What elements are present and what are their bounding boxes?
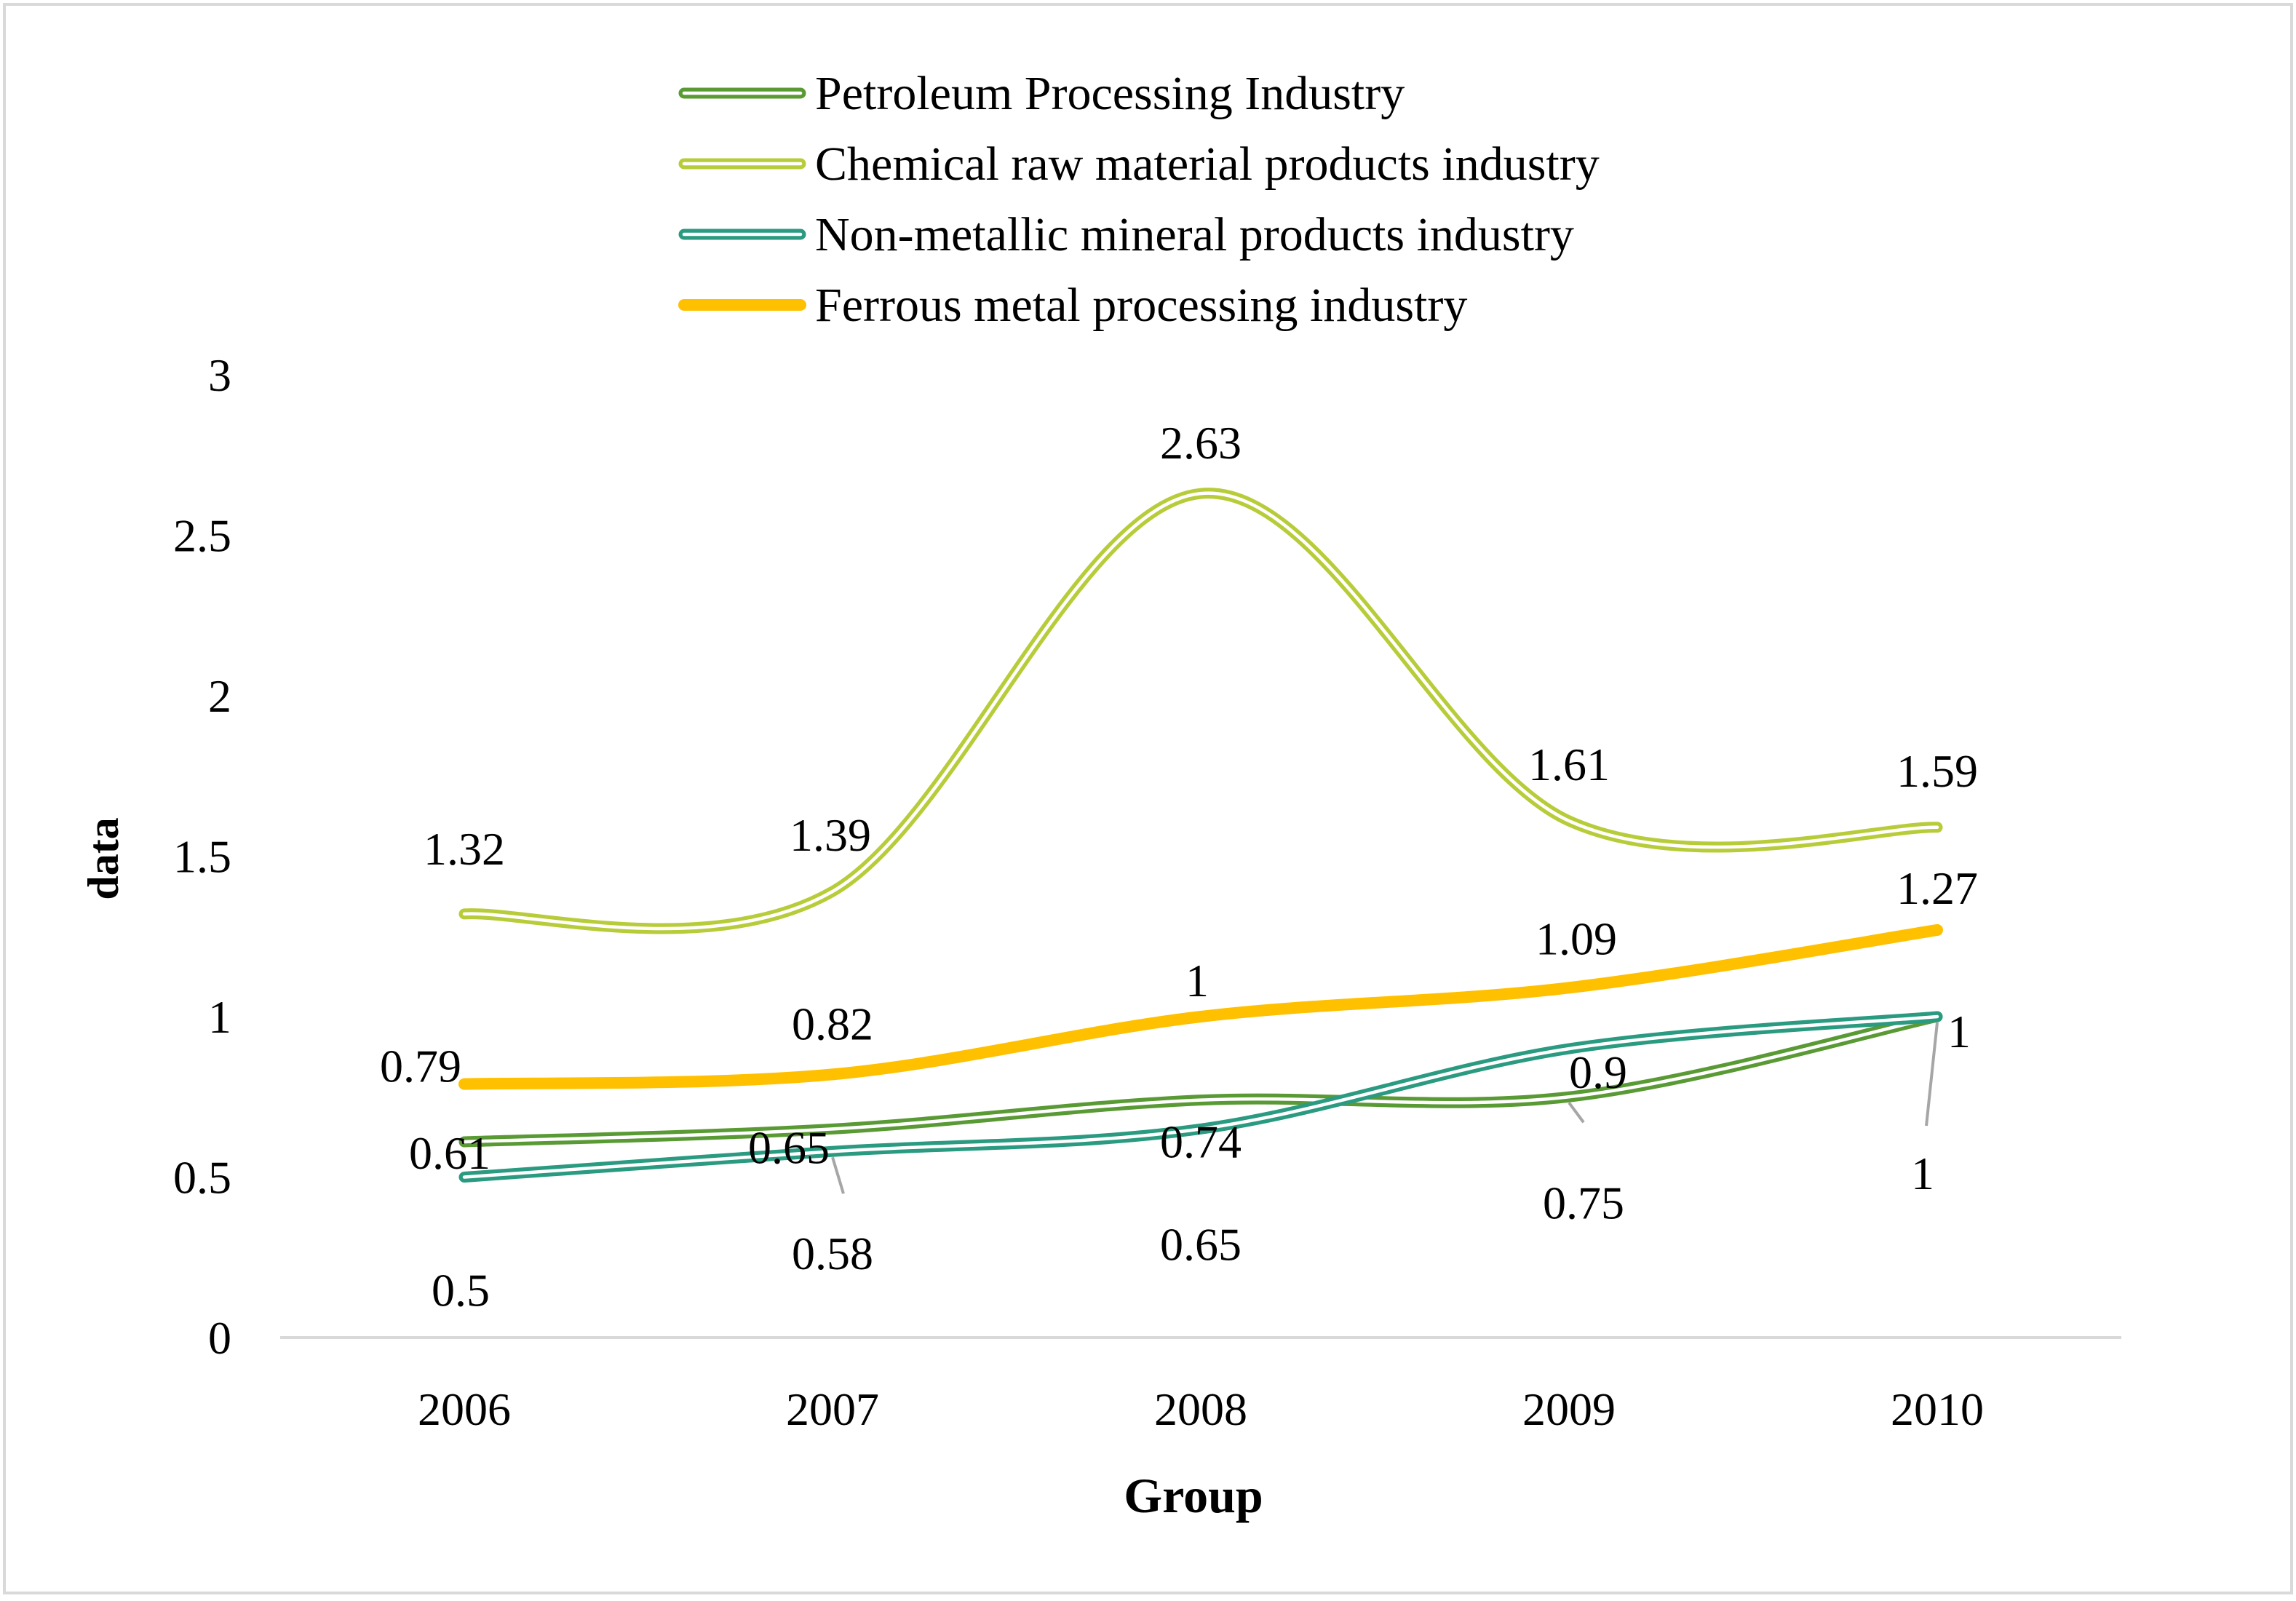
leader-line xyxy=(831,1156,845,1194)
data-label-ferrous: 1.27 xyxy=(1896,862,1978,914)
legend-item-nonmetallic: Non-metallic mineral products industry xyxy=(678,208,1574,261)
x-tick-label: 2007 xyxy=(786,1383,879,1435)
legend-label: Ferrous metal processing industry xyxy=(815,279,1467,332)
series-lines xyxy=(458,488,1943,1183)
y-tick-label: 3 xyxy=(208,349,231,401)
legend: Petroleum Processing Industry Chemical ra… xyxy=(678,67,1600,332)
data-labels: 0.61 0.65 0.74 0.75 1 1.32 1.39 2.63 1.61 1.59 0.5… xyxy=(380,417,1978,1316)
data-label-nonmetallic: 0.65 xyxy=(1160,1218,1242,1270)
y-axis: 0 0.5 1 1.5 2 2.5 3 xyxy=(173,349,231,1364)
data-label-ferrous: 1.09 xyxy=(1536,913,1617,964)
legend-label: Non-metallic mineral products industry xyxy=(815,208,1574,261)
label-leader-lines xyxy=(831,1022,1939,1194)
data-label-chemical: 1.61 xyxy=(1528,739,1610,790)
y-tick-label: 2 xyxy=(208,670,231,722)
data-label-ferrous: 1 xyxy=(1185,955,1209,1006)
data-label-petroleum: 0.75 xyxy=(1543,1177,1624,1228)
chart-frame xyxy=(3,3,2293,1594)
leader-line xyxy=(1925,1022,1939,1127)
leader-line xyxy=(1568,1102,1585,1124)
data-label-petroleum: 0.65 xyxy=(748,1121,830,1173)
legend-label: Petroleum Processing Industry xyxy=(815,67,1405,120)
y-tick-label: 1 xyxy=(208,991,231,1043)
data-label-ferrous: 0.82 xyxy=(792,998,873,1049)
series-line-chemical xyxy=(458,488,1943,934)
data-label-chemical: 2.63 xyxy=(1160,417,1242,469)
x-axis-title: Group xyxy=(1124,1468,1263,1523)
legend-item-petroleum: Petroleum Processing Industry xyxy=(678,67,1405,120)
x-tick-label: 2009 xyxy=(1522,1383,1616,1435)
data-label-nonmetallic: 1 xyxy=(1947,1006,1971,1057)
legend-item-ferrous: Ferrous metal processing industry xyxy=(678,279,1467,332)
y-tick-label: 0 xyxy=(208,1312,231,1364)
series-line-ferrous xyxy=(458,923,1943,1090)
series-line-petroleum xyxy=(458,1011,1943,1148)
data-label-petroleum: 0.61 xyxy=(409,1127,490,1179)
data-label-chemical: 1.32 xyxy=(424,823,505,875)
x-axis: 2006 2007 2008 2009 2010 xyxy=(280,1336,2121,1435)
data-label-petroleum: 0.74 xyxy=(1160,1116,1242,1168)
data-label-nonmetallic: 0.5 xyxy=(432,1265,490,1316)
data-label-nonmetallic: 0.58 xyxy=(792,1228,873,1279)
x-tick-label: 2010 xyxy=(1891,1383,1984,1435)
data-label-ferrous: 0.79 xyxy=(380,1041,461,1092)
data-label-chemical: 1.39 xyxy=(790,809,871,861)
data-label-nonmetallic: 0.9 xyxy=(1569,1046,1627,1098)
series-line-nonmetallic xyxy=(458,1011,1943,1183)
x-tick-label: 2006 xyxy=(418,1383,511,1435)
data-label-petroleum: 1 xyxy=(1911,1148,1934,1199)
y-tick-label: 2.5 xyxy=(173,510,231,562)
x-tick-label: 2008 xyxy=(1154,1383,1247,1435)
data-label-chemical: 1.59 xyxy=(1896,745,1978,797)
y-tick-label: 1.5 xyxy=(173,831,231,883)
legend-item-chemical: Chemical raw material products industry xyxy=(678,138,1600,191)
y-tick-label: 0.5 xyxy=(173,1152,231,1204)
legend-label: Chemical raw material products industry xyxy=(815,138,1600,191)
y-axis-title: data xyxy=(79,817,127,899)
